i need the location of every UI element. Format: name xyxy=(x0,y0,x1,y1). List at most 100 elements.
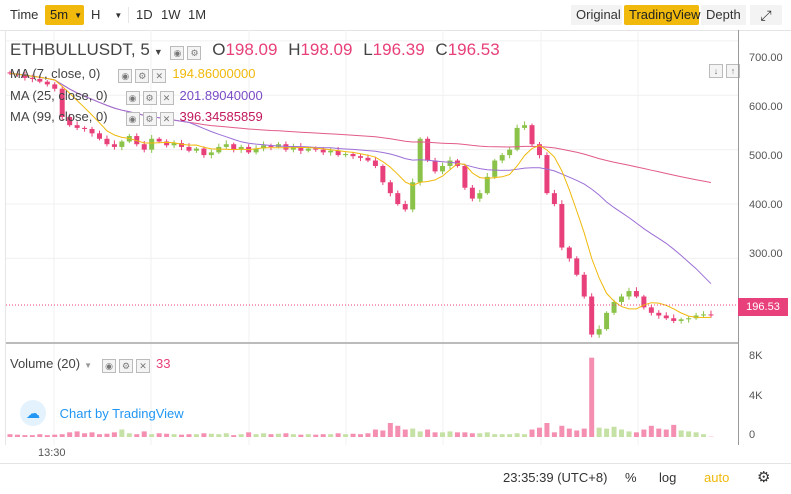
volume-bar xyxy=(22,435,27,437)
fullscreen-icon[interactable]: ⤢ xyxy=(750,5,782,25)
eye-icon[interactable]: ◉ xyxy=(102,359,116,373)
volume-bar xyxy=(530,430,535,437)
candle-body xyxy=(283,144,288,149)
tradingview-brand[interactable]: ☁ Chart by TradingView xyxy=(20,400,184,426)
brand-text: Chart by TradingView xyxy=(60,406,184,421)
volume-bar xyxy=(358,434,363,437)
volume-bar xyxy=(686,431,691,437)
auto-toggle[interactable]: auto xyxy=(704,470,729,485)
volume-bar xyxy=(604,429,609,437)
gear-icon[interactable]: ⚙ xyxy=(135,69,149,83)
volume-bar xyxy=(365,433,370,437)
volume-tick: 8K xyxy=(749,350,762,362)
view-tradingview-button[interactable]: TradingView xyxy=(624,5,699,25)
time-tick: 13:30 xyxy=(38,447,66,459)
clock[interactable]: 23:35:39 (UTC+8) xyxy=(503,470,607,485)
volume-bar xyxy=(589,358,594,437)
volume-bar xyxy=(574,430,579,437)
volume-bar xyxy=(336,433,341,437)
volume-bar xyxy=(67,432,72,437)
candle-body xyxy=(656,313,661,316)
volume-bar xyxy=(186,434,191,437)
volume-bar xyxy=(410,429,415,437)
cloud-icon: ☁ xyxy=(20,400,46,426)
arrow-down-icon[interactable]: ↓ xyxy=(709,64,723,78)
volume-bar xyxy=(388,423,393,437)
candle-body xyxy=(559,204,564,248)
volume-bar xyxy=(157,433,162,437)
eye-icon[interactable]: ◉ xyxy=(170,46,184,60)
volume-value: 33 xyxy=(156,356,170,371)
chart-type-select[interactable]: H▼ xyxy=(86,5,126,25)
volume-bar xyxy=(209,434,214,437)
chart-type-value: H xyxy=(91,7,100,22)
l-label: L xyxy=(363,40,372,59)
candle-body xyxy=(485,177,490,193)
candle-body xyxy=(671,318,676,321)
close-icon[interactable]: ✕ xyxy=(160,112,174,126)
candle-body xyxy=(119,141,124,146)
volume-bar xyxy=(201,433,206,437)
volume-tick: 0 xyxy=(749,429,755,441)
volume-tick: 4K xyxy=(749,390,762,402)
chevron-down-icon[interactable]: ▼ xyxy=(154,47,163,57)
volume-bar xyxy=(82,433,87,437)
volume-bar xyxy=(612,427,617,437)
gear-icon[interactable]: ⚙ xyxy=(119,359,133,373)
candle-body xyxy=(321,150,326,153)
view-depth-button[interactable]: Depth xyxy=(701,5,746,25)
volume-bar xyxy=(231,435,236,437)
close-icon[interactable]: ✕ xyxy=(152,69,166,83)
gear-icon[interactable]: ⚙ xyxy=(143,91,157,105)
candle-body xyxy=(194,149,199,151)
range-1w-button[interactable]: 1W xyxy=(156,5,186,25)
volume-bar xyxy=(30,435,35,437)
ma25-value: 201.89040000 xyxy=(180,88,263,103)
gear-icon[interactable]: ⚙ xyxy=(143,112,157,126)
gear-icon[interactable]: ⚙ xyxy=(757,468,770,486)
volume-bar xyxy=(37,434,42,437)
chevron-down-icon[interactable]: ▼ xyxy=(84,361,92,370)
close-icon[interactable]: ✕ xyxy=(160,91,174,105)
percent-toggle[interactable]: % xyxy=(625,470,637,485)
volume-bar xyxy=(149,434,154,437)
candle-body xyxy=(224,144,229,147)
candle-body xyxy=(507,150,512,155)
candle-body xyxy=(373,161,378,166)
close-icon[interactable]: ✕ xyxy=(136,359,150,373)
candle-body xyxy=(574,258,579,274)
eye-icon[interactable]: ◉ xyxy=(126,112,140,126)
log-toggle[interactable]: log xyxy=(659,470,676,485)
candle-body xyxy=(365,158,370,161)
ma7-value: 194.86000000 xyxy=(172,66,255,81)
price-axis[interactable]: 700.00 600.00 500.00 400.00 300.00 8K 4K… xyxy=(738,30,791,445)
interval-select[interactable]: 5m▼ xyxy=(45,5,84,25)
volume-bar xyxy=(559,426,564,437)
volume-bar xyxy=(544,423,549,437)
range-1d-button[interactable]: 1D xyxy=(131,5,158,25)
volume-bar xyxy=(254,434,259,437)
view-original-button[interactable]: Original xyxy=(571,5,622,25)
candle-body xyxy=(649,307,654,312)
gear-icon[interactable]: ⚙ xyxy=(187,46,201,60)
range-1m-button[interactable]: 1M xyxy=(183,5,211,25)
volume-bar xyxy=(164,434,169,437)
candle-body xyxy=(343,154,348,155)
price-tick: 400.00 xyxy=(749,199,783,211)
volume-bar xyxy=(343,434,348,437)
volume-legend: Volume (20)▼◉⚙✕33 xyxy=(10,356,170,373)
pane-controls: ↓↑ xyxy=(706,60,740,78)
volume-bar xyxy=(485,432,490,437)
candle-body xyxy=(552,193,557,204)
volume-bar xyxy=(649,426,654,437)
volume-bar xyxy=(373,430,378,437)
ma7-legend: MA (7, close, 0)◉⚙✕194.86000000 xyxy=(10,66,255,83)
candle-body xyxy=(201,149,206,156)
eye-icon[interactable]: ◉ xyxy=(118,69,132,83)
volume-bar xyxy=(425,430,430,437)
volume-bar xyxy=(641,430,646,437)
eye-icon[interactable]: ◉ xyxy=(126,91,140,105)
volume-bar xyxy=(664,430,669,437)
volume-bar xyxy=(656,429,661,437)
volume-bar xyxy=(142,431,147,437)
